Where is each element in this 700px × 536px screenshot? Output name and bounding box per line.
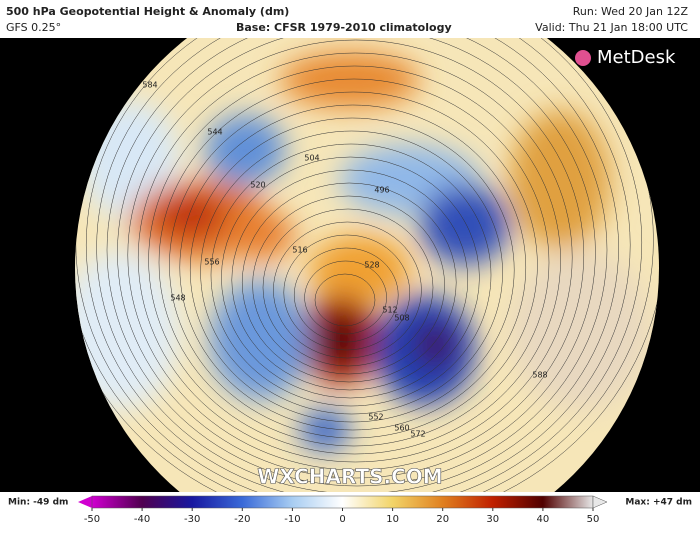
contour-line bbox=[127, 39, 585, 471]
contour-label: 504 bbox=[304, 154, 319, 163]
contour-label: 548 bbox=[170, 294, 185, 303]
contour-label: 556 bbox=[204, 258, 219, 267]
contour-line bbox=[293, 247, 399, 343]
colorbar bbox=[91, 495, 594, 509]
contour-line bbox=[117, 38, 596, 479]
base: Base: CFSR 1979-2010 climatology bbox=[236, 21, 452, 34]
contour-label: 512 bbox=[382, 306, 397, 315]
colorbar-tick-label: -50 bbox=[84, 514, 100, 525]
colorbar-tick-label: 40 bbox=[537, 514, 550, 525]
contour-label: 508 bbox=[394, 314, 409, 323]
contour-line bbox=[137, 52, 573, 463]
colorbar-arrow-left bbox=[78, 496, 92, 508]
contour-line bbox=[221, 156, 480, 399]
contour-label: 560 bbox=[394, 424, 409, 433]
contour-label: 584 bbox=[142, 81, 157, 90]
model: GFS 0.25° bbox=[6, 21, 61, 34]
contour-label: 528 bbox=[364, 261, 379, 270]
colorbar-arrow-right bbox=[592, 495, 608, 509]
contour-line bbox=[106, 38, 608, 487]
contour-line bbox=[252, 195, 445, 375]
valid: Valid: Thu 21 Jan 18:00 UTC bbox=[535, 21, 688, 34]
contour-line bbox=[200, 130, 503, 415]
contour-label: 496 bbox=[374, 186, 389, 195]
contour-line bbox=[75, 38, 654, 492]
contour-line bbox=[96, 38, 619, 492]
run: Run: Wed 20 Jan 12Z bbox=[573, 5, 689, 18]
contour-line bbox=[189, 117, 515, 423]
colorbar-tick-label: -40 bbox=[134, 514, 150, 525]
contour-line bbox=[148, 65, 561, 455]
contour-label: 552 bbox=[368, 413, 383, 422]
contour-line bbox=[241, 182, 457, 383]
colorbar-tick-label: 20 bbox=[436, 514, 449, 525]
colorbar-tick-label: -30 bbox=[184, 514, 200, 525]
min-label: Min: -49 dm bbox=[8, 498, 68, 508]
colorbar-tick-label: 50 bbox=[587, 514, 600, 525]
contour-line bbox=[273, 221, 422, 359]
max-label: Max: +47 dm bbox=[625, 498, 692, 508]
colorbar-tick-label: 0 bbox=[339, 514, 345, 525]
contour-line bbox=[85, 38, 631, 492]
colorbar-tick-label: -20 bbox=[234, 514, 250, 525]
contour-label: 572 bbox=[410, 430, 425, 439]
contour-line bbox=[169, 91, 538, 439]
colorbar-tick-label: 30 bbox=[486, 514, 499, 525]
watermark: WXCHARTS.COM bbox=[257, 465, 442, 489]
contour-label: 520 bbox=[250, 181, 265, 190]
contour-line bbox=[314, 273, 376, 327]
contour-label: 588 bbox=[532, 371, 547, 380]
colorbar-tick-label: -10 bbox=[284, 514, 300, 525]
contour-line bbox=[304, 260, 387, 335]
contour-label: 516 bbox=[292, 246, 307, 255]
logo-icon bbox=[575, 50, 591, 66]
contour-line bbox=[262, 208, 434, 367]
contour-label: 544 bbox=[207, 128, 222, 137]
contour-line bbox=[283, 234, 411, 351]
title: 500 hPa Geopotential Height & Anomaly (d… bbox=[6, 5, 289, 18]
colorbar-tick-label: 10 bbox=[386, 514, 399, 525]
contour-line bbox=[179, 104, 527, 431]
logo: MetDesk bbox=[597, 47, 676, 68]
contour-line bbox=[210, 143, 492, 407]
contours bbox=[75, 38, 659, 492]
contour-line bbox=[158, 78, 550, 447]
contour-line bbox=[231, 169, 469, 391]
